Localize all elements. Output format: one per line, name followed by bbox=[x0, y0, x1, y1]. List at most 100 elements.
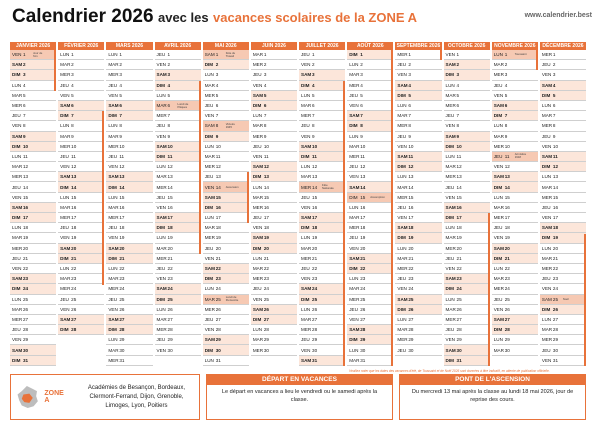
day-row: MAR 26 bbox=[10, 305, 57, 315]
day-number: 18 bbox=[119, 225, 125, 231]
weekday-label: LUN bbox=[108, 266, 118, 272]
weekday-label: DIM bbox=[301, 225, 310, 231]
day-row: VEN 21 bbox=[202, 254, 249, 264]
day-row: VEN 25 bbox=[250, 295, 298, 305]
weekday-label: JEU bbox=[445, 327, 455, 333]
day-number: 18 bbox=[312, 225, 318, 231]
day-row: JEU 2 bbox=[539, 60, 587, 71]
day-row: LUN 1 bbox=[106, 50, 153, 61]
vacation-bar bbox=[343, 80, 346, 367]
day-number: 8 bbox=[360, 123, 363, 129]
day-number: 22 bbox=[215, 266, 221, 272]
day-number: 4 bbox=[23, 82, 26, 88]
weekday-label: LUN bbox=[108, 337, 118, 343]
vacation-bar bbox=[102, 111, 105, 285]
day-number: 1 bbox=[456, 52, 460, 58]
day-row: JEU 7 bbox=[443, 111, 490, 122]
day-number: 24 bbox=[504, 286, 510, 292]
day-row: DIM 18 bbox=[299, 223, 346, 234]
weekday-label: SAM bbox=[445, 276, 456, 282]
day-row: MER 23 bbox=[250, 274, 298, 285]
day-number: 13 bbox=[167, 174, 173, 180]
day-row: VEN 8 bbox=[443, 121, 490, 132]
day-row: MAR 23 bbox=[491, 274, 538, 285]
weekday-label: VEN bbox=[493, 164, 504, 170]
day-row: MER 3 bbox=[106, 70, 153, 81]
holiday-label: Jour de l'An bbox=[33, 50, 43, 58]
weekday-label: MER bbox=[445, 245, 456, 251]
weekday-label: DIM bbox=[349, 266, 358, 272]
weekday-label: MER bbox=[541, 194, 553, 200]
weekday-label: LUN bbox=[12, 225, 22, 231]
day-row: LUN 25 bbox=[443, 295, 490, 305]
weekday-label: LUN bbox=[445, 296, 455, 302]
day-number: 20 bbox=[119, 245, 125, 251]
day-row: SAM 30 bbox=[10, 345, 57, 356]
day-number: 3 bbox=[408, 72, 411, 78]
day-number: 3 bbox=[312, 72, 315, 78]
day-number: 20 bbox=[360, 245, 366, 251]
day-number: 4 bbox=[215, 82, 219, 88]
day-row: VEN 22 bbox=[443, 264, 490, 275]
month-column: AOÛT 2026 DIM 1 LUN 2 MAR 3 MER 4 JEU 5 VEN 6 SAM 7 DIM… bbox=[347, 42, 394, 367]
day-row: LUN 18 bbox=[10, 223, 57, 234]
weekday-label: VEN bbox=[252, 296, 263, 302]
day-row: MAR 22 bbox=[250, 264, 298, 275]
day-row: MER 3 bbox=[491, 70, 538, 81]
day-row: MAR 21 bbox=[395, 254, 442, 264]
weekday-label: MAR bbox=[349, 357, 360, 363]
day-row: LUN 12 bbox=[299, 162, 346, 173]
weekday-label: MAR bbox=[445, 306, 456, 312]
day-number: 20 bbox=[263, 245, 269, 251]
day-row: MAR 15 bbox=[250, 193, 298, 203]
day-number: 30 bbox=[456, 347, 462, 353]
day-number: 10 bbox=[215, 143, 221, 149]
day-row: MAR 26 bbox=[443, 305, 490, 315]
weekday-label: DIM bbox=[108, 184, 117, 190]
weekday-label: DIM bbox=[445, 286, 454, 292]
depart-box: DÉPART EN VACANCES Le départ en vacances… bbox=[206, 374, 393, 420]
weekday-label: MAR bbox=[204, 225, 215, 231]
day-row: SAM 31 bbox=[299, 355, 346, 366]
weekday-label: LUN bbox=[397, 245, 407, 251]
zone-box: ZONE A Académies de Besançon, Bordeaux, … bbox=[10, 374, 200, 420]
day-number: 24 bbox=[167, 286, 173, 292]
weekday-label: DIM bbox=[60, 255, 69, 261]
day-number: 5 bbox=[23, 92, 26, 98]
weekday-label: MAR bbox=[252, 123, 264, 129]
weekday-label: JEU bbox=[108, 82, 118, 88]
weekday-label: VEN bbox=[445, 266, 455, 272]
day-number: 26 bbox=[167, 306, 173, 312]
academies-text: Académies de Besançon, Bordeaux, Clermon… bbox=[87, 384, 185, 409]
day-number: 11 bbox=[312, 153, 317, 159]
weekday-label: DIM bbox=[493, 255, 503, 261]
day-row: LUN 5 bbox=[299, 91, 346, 101]
weekday-label: MAR bbox=[493, 276, 504, 282]
weekday-label: MER bbox=[397, 194, 408, 200]
day-number: 2 bbox=[504, 62, 508, 68]
day-number: 17 bbox=[312, 215, 318, 221]
weekday-label: VEN bbox=[12, 337, 22, 343]
day-row: JEU 14 bbox=[443, 182, 490, 193]
day-row: SAM 1 Fête du Travail bbox=[202, 50, 249, 61]
site-link[interactable]: www.calendrier.best bbox=[524, 12, 592, 19]
day-row: LUN 29 bbox=[106, 335, 153, 346]
weekday-label: DIM bbox=[397, 235, 406, 241]
weekday-label: DIM bbox=[204, 204, 214, 210]
weekday-label: VEN bbox=[397, 143, 407, 149]
day-number: 7 bbox=[360, 113, 363, 119]
day-number: 10 bbox=[71, 143, 77, 149]
day-number: 20 bbox=[504, 245, 510, 251]
day-number: 25 bbox=[408, 296, 414, 302]
day-number: 5 bbox=[360, 92, 363, 98]
weekday-label: LUN bbox=[12, 296, 22, 302]
day-number: 14 bbox=[215, 184, 221, 190]
day-number: 18 bbox=[167, 225, 173, 231]
day-row: MAR 19 bbox=[10, 233, 57, 244]
day-number: 6 bbox=[552, 103, 556, 109]
day-number: 7 bbox=[71, 113, 74, 119]
day-row: VEN 6 bbox=[347, 101, 394, 112]
day-row: MAR 31 bbox=[347, 356, 394, 366]
day-number: 5 bbox=[312, 92, 315, 98]
day-row: JEU 15 bbox=[299, 193, 346, 203]
